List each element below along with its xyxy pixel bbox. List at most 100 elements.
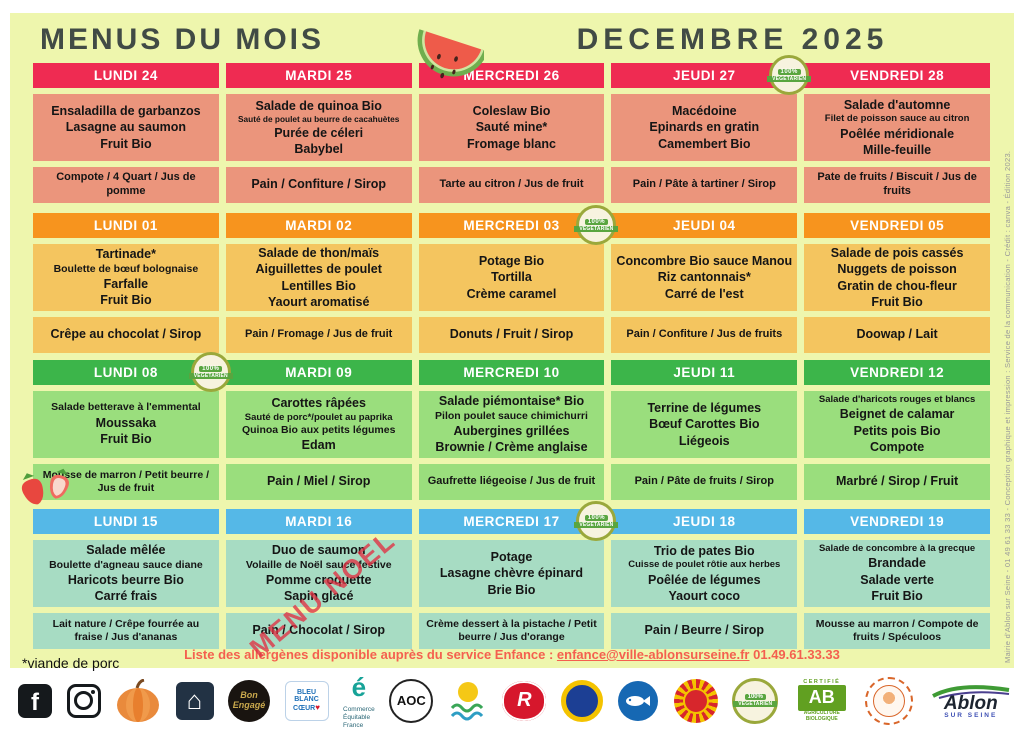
menu-line: Fruit Bio — [871, 588, 923, 603]
day-header: VENDREDI 28 — [804, 63, 990, 88]
menu-line: Brandade — [868, 556, 926, 571]
day-menu: Ensaladilla de garbanzos Lasagne au saumo… — [33, 94, 219, 161]
day-snack: Compote / 4 Quart / Jus de pomme — [33, 167, 219, 203]
menu-line: Poêlée méridionale — [840, 126, 955, 141]
day-header: LUNDI 15 — [33, 509, 219, 534]
aoc-label: AOC — [396, 693, 426, 709]
veg-label: VÉGÉTARIEN — [767, 75, 812, 82]
ce-line1: Commerce — [343, 706, 375, 713]
veg-label: VÉGÉTARIEN — [733, 701, 778, 708]
week-2: LUNDI 01 Tartinade* Boulette de bœuf bolog… — [33, 205, 990, 353]
menu-line: Petits pois Bio — [853, 423, 941, 438]
menu-line: Fruit Bio — [100, 136, 152, 151]
menu-line: Potage Bio — [478, 254, 545, 269]
week-4: LUNDI 15 Salade mêlée Boulette d'agneau sa… — [33, 501, 990, 663]
ab-bio-logo: CERTIFIÉ AB AGRICULTURE BIOLOGIQUE — [792, 677, 851, 724]
snack-label: Pain / Miel / Sirop — [266, 474, 371, 489]
bon-engage-label2: Engagé — [232, 699, 266, 710]
day-label: VENDREDI 12 — [850, 365, 945, 380]
menu-line: Mille-feuille — [863, 142, 932, 157]
menu-line: Bœuf Carottes Bio — [649, 417, 760, 432]
day-snack: Pain / Confiture / Sirop — [225, 167, 412, 203]
facebook-glyph: f — [31, 688, 39, 716]
snack-label: Pain / Fromage / Jus de fruit — [245, 328, 393, 341]
aop-logo — [560, 679, 603, 722]
menu-line: Crème caramel — [466, 286, 557, 301]
snack-label: Mousse de marron / Petit beurre / Jus de… — [42, 468, 210, 494]
heart-icon: ♥ — [315, 702, 320, 712]
aoc-logo: AOC — [389, 678, 434, 723]
menu-line: Yaourt aromatisé — [267, 294, 370, 309]
day-label: MARDI 09 — [285, 365, 353, 380]
sun-waves-logo — [448, 679, 488, 723]
veg-value: 100% — [744, 694, 766, 701]
day-snack: Pain / Chocolat / Sirop — [225, 613, 412, 649]
menu-line: Carottes râpées — [271, 396, 366, 411]
day-snack: Crêpe au chocolat / Sirop — [33, 317, 219, 353]
day-snack: Pain / Pâte à tartiner / Sirop — [611, 167, 798, 203]
day-header: VENDREDI 05 — [804, 213, 990, 238]
menu-line: Lasagne chèvre épinard — [439, 566, 584, 581]
menu-line: Brownie / Crème anglaise — [435, 440, 588, 455]
menu-line: Trio de pates Bio — [653, 543, 755, 558]
menu-line: Salade betterave à l'emmental — [51, 401, 201, 414]
allergen-email-link[interactable]: enfance@ville-ablonsurseine.fr — [556, 647, 750, 662]
menu-line: Fruit Bio — [100, 293, 152, 308]
veg-label: VÉGÉTARIEN — [574, 521, 619, 528]
instagram-dot — [90, 689, 95, 694]
menu-line: Terrine de légumes — [647, 401, 762, 416]
pumpkin-icon — [115, 678, 161, 723]
label-rouge-glyph: R — [517, 689, 532, 712]
menu-line: Quinoa Bio aux petits légumes — [241, 423, 396, 436]
day-menu: Duo de saumon Volaille de Noël sauce fest… — [225, 540, 412, 607]
menu-line: Sapin glacé — [283, 589, 354, 604]
page-title: MENUS DU MOIS — [40, 23, 325, 56]
instagram-icon[interactable] — [66, 683, 101, 718]
menu-line: Macédoine — [671, 104, 737, 119]
menu-line: Salade de thon/maïs — [258, 246, 380, 260]
menu-line: Coleslaw Bio — [472, 104, 551, 119]
menu-line: Riz cantonnais* — [657, 270, 751, 285]
day-label: LUNDI 08 — [93, 365, 158, 380]
day-header: JEUDI 04 — [611, 213, 798, 238]
snack-label: Pain / Chocolat / Sirop — [252, 623, 386, 638]
menu-line: Carré frais — [94, 589, 158, 604]
commerce-equitable-logo: é Commerce Équitable France — [343, 672, 375, 729]
day-label: MERCREDI 03 — [463, 218, 560, 233]
veg-label: VÉGÉTARIEN — [188, 372, 233, 379]
menu-line: Haricots beurre Bio — [67, 573, 184, 588]
day-menu: Salade de thon/maïs Aiguillettes de poule… — [225, 244, 412, 311]
day-label: JEUDI 11 — [673, 365, 736, 380]
day-snack: Doowap / Lait — [804, 317, 990, 353]
week-3: LUNDI 08 100% VÉGÉTARIEN Salade betterave à… — [33, 352, 990, 500]
day-header: MARDI 09 — [225, 360, 412, 385]
menu-line: Purée de céleri — [274, 125, 364, 140]
day-snack: Pain / Confiture / Jus de fruits — [611, 317, 798, 353]
day-menu: Potage Bio Tortilla Crème caramel — [418, 244, 605, 311]
menu-line: Salade d'automne — [843, 97, 951, 112]
facebook-icon[interactable]: f — [18, 683, 52, 718]
day-menu: Terrine de légumes Bœuf Carottes Bio Liége… — [611, 391, 798, 458]
ab-certified-label: CERTIFIÉ — [803, 678, 841, 685]
menu-line: Gratin de chou-fleur — [837, 278, 957, 293]
day-snack: Mousse au marron / Compote de fruits / S… — [804, 613, 990, 649]
menu-line: Cuisse de poulet rôtie aux herbes — [628, 559, 781, 571]
snack-label: Compote / 4 Quart / Jus de pomme — [56, 171, 196, 197]
day-label: JEUDI 18 — [673, 514, 736, 529]
day-label: VENDREDI 05 — [850, 218, 945, 233]
vegetarian-100-logo: 100% VÉGÉTARIEN — [732, 677, 779, 724]
day-menu: Macédoine Epinards en gratin Camembert Bio — [611, 94, 798, 161]
menu-line: Salade piémontaise* Bio — [438, 394, 585, 409]
day-header: JEUDI 27 100% VÉGÉTARIEN — [611, 55, 812, 95]
day-menu: Concombre Bio sauce Manou Riz cantonnais*… — [611, 244, 798, 311]
menu-line: Volaille de Noël sauce festive — [245, 558, 392, 571]
menu-line: Farfalle — [103, 277, 149, 292]
allergen-notice: Liste des allergènes disponible auprès d… — [10, 647, 1014, 662]
menu-line: Salade de quinoa Bio — [255, 98, 382, 113]
menu-line: Pilon poulet sauce chimichurri — [435, 409, 588, 422]
menu-line: Fruit Bio — [100, 432, 152, 447]
day-label: MERCREDI 10 — [463, 365, 560, 380]
menu-line: Camembert Bio — [658, 136, 751, 151]
ablon-sur-seine-logo: Ablon SUR SEINE — [928, 682, 1014, 720]
day-label: VENDREDI 19 — [850, 514, 945, 529]
